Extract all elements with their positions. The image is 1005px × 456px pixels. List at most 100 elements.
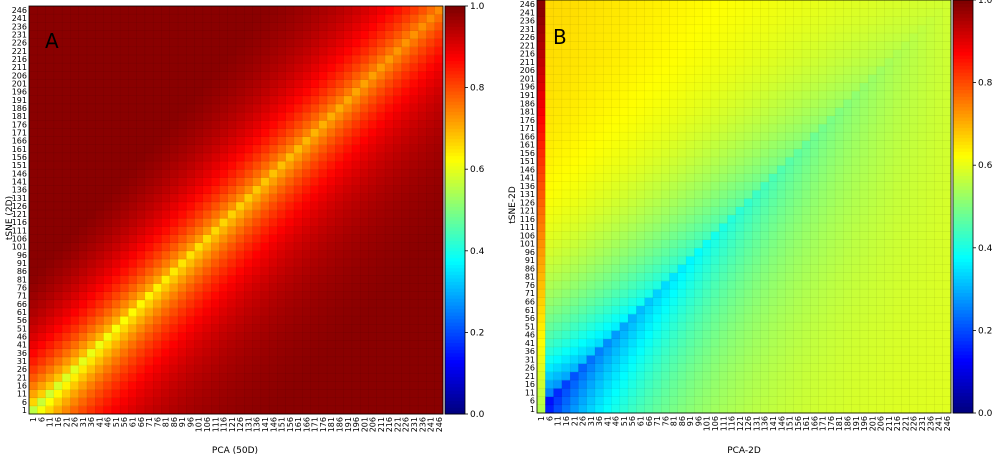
heatmap-cell <box>144 95 154 105</box>
heatmap-cell <box>318 275 328 284</box>
heatmap-cell <box>401 226 411 235</box>
heatmap-cell <box>269 54 278 64</box>
heatmap-cell <box>128 283 138 292</box>
heatmap-cell <box>37 6 46 15</box>
heatmap-cell <box>277 373 287 382</box>
heatmap-cell <box>868 41 877 50</box>
heatmap-cell <box>169 112 179 121</box>
heatmap-cell <box>727 289 737 298</box>
heatmap-cell <box>219 210 229 219</box>
heatmap-cell <box>710 49 720 59</box>
heatmap-cell <box>53 87 63 97</box>
heatmap-cell <box>310 169 320 178</box>
heatmap-cell <box>385 389 394 399</box>
heatmap-cell <box>760 198 770 207</box>
heatmap-cell <box>120 22 129 31</box>
heatmap-cell <box>752 313 761 323</box>
heatmap-cell <box>876 313 886 323</box>
heatmap-cell <box>611 396 621 406</box>
heatmap-cell <box>95 340 104 350</box>
heatmap-cell <box>178 152 187 162</box>
heatmap-cell <box>868 107 877 117</box>
heatmap-cell <box>594 74 604 83</box>
heatmap-cell <box>677 313 687 323</box>
heatmap-cell <box>686 231 695 240</box>
heatmap-cell <box>53 283 63 292</box>
heatmap-cell <box>227 128 237 137</box>
heatmap-cell <box>744 156 753 166</box>
heatmap-cell <box>578 404 588 414</box>
heatmap-cell <box>586 396 596 406</box>
heatmap-cell <box>293 397 303 407</box>
heatmap-cell <box>876 272 886 282</box>
heatmap-cell <box>144 112 154 121</box>
heatmap-cell <box>744 371 753 381</box>
heatmap-cell <box>78 275 88 284</box>
heatmap-cell <box>710 313 720 323</box>
heatmap-cell <box>418 340 427 350</box>
heatmap-cell <box>768 115 778 125</box>
heatmap-cell <box>884 338 894 348</box>
heatmap-cell <box>777 239 786 249</box>
heatmap-cell <box>777 388 786 397</box>
heatmap-cell <box>594 214 604 224</box>
heatmap-cell <box>793 322 803 331</box>
heatmap-cell <box>186 267 195 276</box>
heatmap-cell <box>211 356 220 366</box>
heatmap-cell <box>884 313 894 323</box>
heatmap-cell <box>578 41 588 50</box>
heatmap-cell <box>727 346 737 356</box>
heatmap-cell <box>318 63 328 72</box>
heatmap-cell <box>111 234 121 244</box>
heatmap-cell <box>594 289 604 298</box>
heatmap-cell <box>710 181 720 191</box>
heatmap-cell <box>768 0 778 9</box>
heatmap-cell <box>760 165 770 174</box>
heatmap-cell <box>219 307 229 317</box>
heatmap-cell <box>785 99 795 108</box>
heatmap-cell <box>186 14 195 23</box>
heatmap-cell <box>619 24 629 34</box>
heatmap-cell <box>269 6 278 15</box>
heatmap-cell <box>29 299 38 309</box>
heatmap-cell <box>194 348 204 358</box>
heatmap-cell <box>835 371 844 381</box>
heatmap-cell <box>318 46 328 56</box>
heatmap-cell <box>227 30 237 40</box>
heatmap-cell <box>401 30 411 40</box>
heatmap-cell <box>318 71 328 80</box>
heatmap-cell <box>537 99 546 108</box>
heatmap-cell <box>553 82 563 92</box>
heatmap-cell <box>351 218 361 227</box>
heatmap-cell <box>37 46 46 56</box>
heatmap-cell <box>86 316 96 325</box>
heatmap-cell <box>244 161 253 170</box>
heatmap-cell <box>136 299 146 309</box>
heatmap-cell <box>318 54 328 64</box>
heatmap-cell <box>409 234 419 244</box>
heatmap-cell <box>793 289 803 298</box>
heatmap-cell <box>136 307 146 317</box>
heatmap-cell <box>586 264 596 273</box>
colorbar-tick-label: 1.0 <box>470 2 485 12</box>
heatmap-cell <box>409 201 419 211</box>
heatmap-cell <box>561 305 571 315</box>
heatmap-cell <box>169 332 179 341</box>
heatmap-cell <box>636 148 646 158</box>
heatmap-cell <box>661 8 670 17</box>
heatmap-cell <box>661 223 670 232</box>
heatmap-cell <box>37 14 46 23</box>
heatmap-cell <box>843 107 853 117</box>
heatmap-cell <box>335 307 345 317</box>
heatmap-cell <box>727 165 737 174</box>
heatmap-cell <box>178 299 187 309</box>
heatmap-cell <box>29 71 38 80</box>
heatmap-cell <box>161 71 171 80</box>
heatmap-cell <box>318 365 328 374</box>
heatmap-cell <box>327 144 336 154</box>
heatmap-cell <box>78 218 88 227</box>
heatmap-cell <box>136 242 146 252</box>
heatmap-cell <box>153 144 162 154</box>
heatmap-cell <box>161 95 171 105</box>
heatmap-cell <box>70 405 80 415</box>
